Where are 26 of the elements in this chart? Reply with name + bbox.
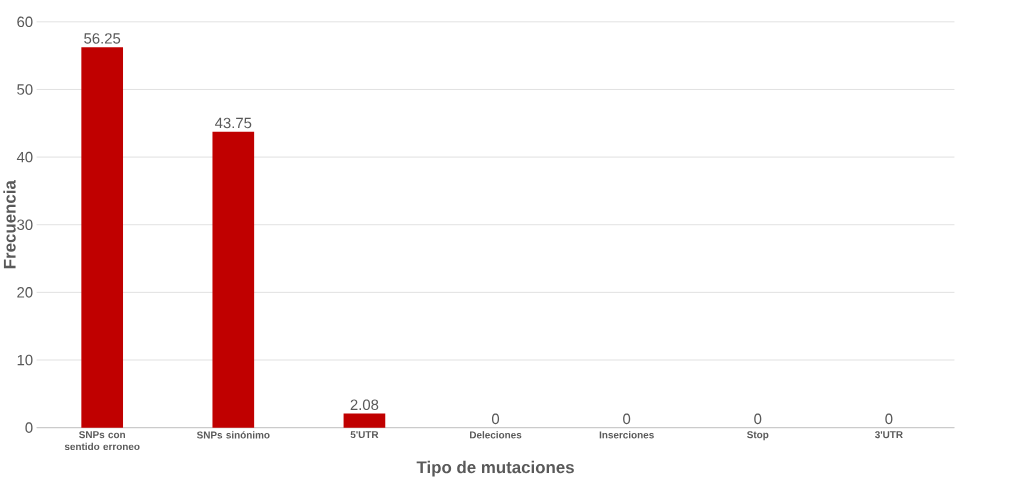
x-tick-label: Inserciones (599, 431, 654, 439)
data-label: 56.25 (84, 33, 121, 44)
x-tick-label: SNPs sinónimo (196, 431, 270, 439)
y-tick-label: 60 (17, 16, 33, 28)
y-tick-label: 30 (17, 219, 33, 230)
data-label: 2.08 (350, 399, 379, 411)
data-label: 0 (623, 413, 631, 425)
y-tick-label: 40 (16, 151, 33, 163)
x-tick-label: SNPs con sentido erroneo (64, 431, 140, 451)
x-tick-label: Stop (747, 431, 769, 441)
bar (212, 131, 255, 428)
y-axis-title: Frecuencia (3, 180, 16, 269)
y-tick-label: 0 (25, 422, 33, 433)
data-label: 0 (885, 413, 893, 425)
x-tick-label: 5'UTR (350, 431, 379, 439)
x-tick-label: 3'UTR (874, 431, 903, 439)
x-axis-title: Tipo de mutaciones (416, 460, 574, 477)
data-label: 0 (491, 413, 500, 425)
data-label: 43.75 (215, 117, 252, 129)
bar (343, 413, 386, 428)
y-tick-label: 20 (17, 287, 33, 298)
x-tick-label: Deleciones (470, 431, 522, 439)
data-label: 0 (754, 413, 762, 425)
y-tick-label: 50 (17, 84, 33, 95)
y-tick-label: 10 (17, 354, 33, 366)
bar (81, 47, 124, 428)
